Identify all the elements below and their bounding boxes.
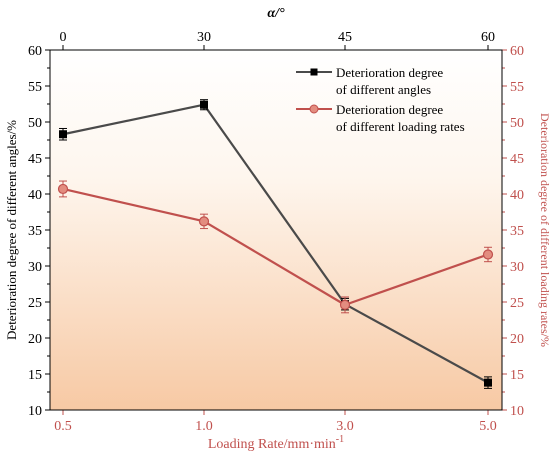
series-loading-rates: [57, 180, 494, 314]
y-right-tick-label: 10: [510, 404, 524, 419]
data-point-square: [59, 130, 67, 139]
legend-marker-circle: [309, 104, 319, 114]
y-left-tick-label: 60: [28, 44, 42, 59]
data-point-square: [484, 378, 492, 387]
legend-entry-loading-rates: Deterioration degree of different loadin…: [296, 102, 465, 134]
x-axis-bottom-title: Loading Rate/mm·min-1: [208, 434, 344, 452]
legend: Deterioration degree of different angles…: [296, 65, 465, 134]
y-left-tick-label: 20: [28, 332, 42, 347]
data-point-circle: [339, 299, 351, 310]
y-axis-right-title: Deterioration degree of different loadin…: [538, 113, 550, 347]
y-right-tick-label: 15: [510, 368, 524, 383]
y-right-tick-label: 45: [510, 152, 524, 167]
y-axis-left-title: Deterioration degree of different angles…: [4, 120, 19, 340]
y-right-tick-label: 20: [510, 332, 524, 347]
x-bottom-tick-label: 1.0: [195, 419, 213, 434]
x-top-tick-label: 60: [481, 30, 495, 45]
x-top-tick-label: 30: [197, 30, 211, 45]
y-right-tick-label: 40: [510, 188, 524, 203]
y-right-tick-label: 50: [510, 116, 524, 131]
y-left-tick-label: 30: [28, 260, 42, 275]
data-point-square: [200, 100, 208, 109]
y-left-tick-label: 40: [28, 188, 42, 203]
x-bottom-tick-label: 0.5: [54, 419, 72, 434]
x-axis-top-title: α/°: [267, 6, 285, 21]
y-left-tick-label: 10: [28, 404, 42, 419]
y-left-tick-label: 55: [28, 80, 42, 95]
legend-label-angles-line1: Deterioration degree: [336, 65, 443, 80]
x-bottom-tick-label: 3.0: [336, 419, 354, 434]
legend-marker-square: [310, 68, 318, 76]
y-left-tick-label: 15: [28, 368, 42, 383]
x-top-tick-label: 0: [60, 30, 67, 45]
data-point-circle: [198, 216, 210, 227]
y-right-tick-label: 60: [510, 44, 524, 59]
data-point-circle: [482, 249, 494, 260]
x-axis-bottom-title-main: Loading Rate/mm·min: [208, 437, 336, 452]
y-left-tick-label: 35: [28, 224, 42, 239]
data-point-circle: [57, 183, 69, 195]
x-top-tick-label: 45: [338, 30, 352, 45]
legend-entry-angles: Deterioration degree of different angles: [296, 65, 443, 97]
y-right-tick-label: 30: [510, 260, 524, 275]
legend-label-loading-rates-line2: of different loading rates: [336, 119, 465, 134]
legend-label-angles-line2: of different angles: [336, 82, 431, 97]
y-right-tick-label: 25: [510, 296, 524, 311]
series-line: [62, 187, 489, 306]
y-right-tick-label: 55: [510, 80, 524, 95]
x-bottom-tick-label: 5.0: [479, 419, 497, 434]
x-axis-bottom-title-superscript: -1: [336, 434, 344, 445]
y-left-tick-label: 25: [28, 296, 42, 311]
y-left-tick-label: 45: [28, 152, 42, 167]
legend-label-loading-rates-line1: Deterioration degree: [336, 102, 443, 117]
y-right-tick-label: 35: [510, 224, 524, 239]
series-line: [62, 103, 489, 384]
y-left-tick-label: 50: [28, 116, 42, 131]
plot-frame: [49, 49, 503, 411]
